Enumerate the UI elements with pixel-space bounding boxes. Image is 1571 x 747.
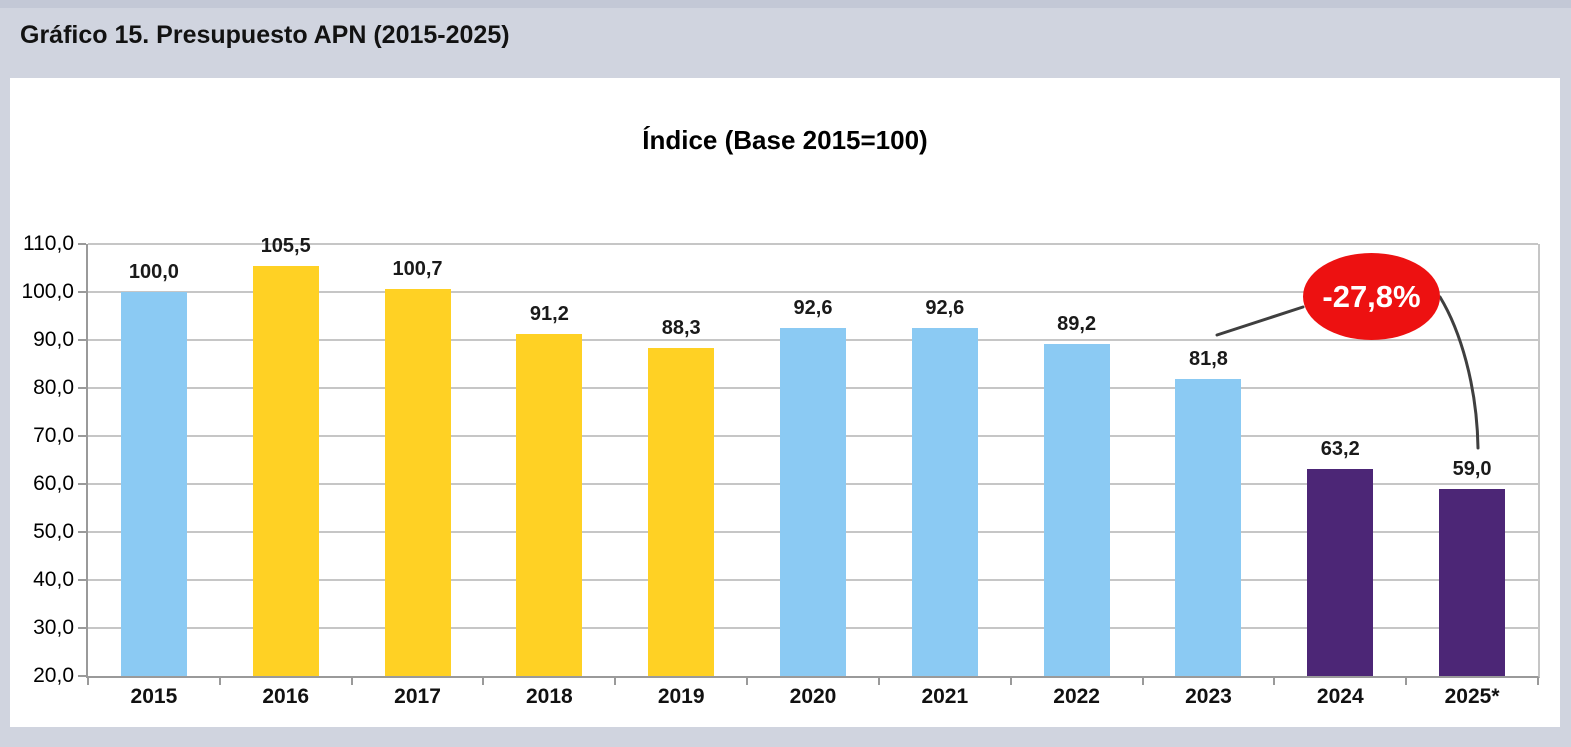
bar-2024: [1307, 468, 1374, 676]
bar-value-label: 89,2: [1057, 312, 1097, 335]
x-axis-label-2024: 2024: [1316, 685, 1364, 708]
x-axis-label-2019: 2019: [657, 685, 705, 708]
x-axis-tick-mark: [1405, 678, 1408, 685]
header-top-strip: [0, 0, 1571, 8]
x-axis-tick-mark: [614, 678, 617, 685]
bar-2016: [252, 265, 319, 676]
chart-panel: Índice (Base 2015=100) 100,0 105,5 100,7 91…: [10, 78, 1560, 727]
x-axis-label-2020: 2020: [789, 685, 837, 708]
y-axis-tick-mark: [78, 627, 86, 629]
x-axis-label-2023: 2023: [1185, 685, 1232, 708]
x-axis-tick-mark: [1273, 678, 1276, 685]
y-axis-tick-label: 80,0: [33, 376, 74, 399]
x-axis-label-2015: 2015: [130, 685, 178, 708]
y-axis-tick-label: 20,0: [33, 664, 74, 687]
bar-value-label: 81,8: [1188, 348, 1228, 371]
x-axis-label-2017: 2017: [394, 685, 441, 708]
x-axis-tick-mark: [482, 678, 485, 685]
y-axis-tick-label: 70,0: [33, 424, 74, 447]
bar-2021: [911, 327, 978, 676]
x-axis-label-2018: 2018: [526, 685, 573, 708]
x-axis-label-2016: 2016: [262, 685, 310, 708]
bar-value-label: 63,2: [1320, 437, 1360, 460]
bar-2018: [516, 334, 583, 676]
y-axis-tick-label: 60,0: [33, 472, 74, 495]
x-axis-label-2022: 2022: [1053, 685, 1100, 708]
annotation-bubble: -27,8%: [1303, 253, 1440, 340]
y-axis-tick-label: 30,0: [33, 616, 74, 639]
bar-2025*: [1439, 488, 1506, 676]
bar-2020: [780, 327, 846, 676]
y-axis-tick-mark: [78, 243, 86, 245]
bar-2023: [1175, 379, 1242, 676]
plot-area: 100,0 105,5 100,7 91,2 88,3 92,6 92,6 89,2 81,8 6…: [86, 235, 1540, 678]
y-axis-tick-mark: [78, 387, 86, 389]
x-axis-tick-mark: [87, 678, 89, 685]
bar-2019: [648, 348, 715, 676]
y-axis-tick-label: 40,0: [33, 568, 74, 591]
y-axis-tick-mark: [78, 435, 86, 437]
annotation-label: -27,8%: [1322, 278, 1421, 314]
y-axis-tick-label: 90,0: [33, 328, 74, 351]
x-axis-label-2025*: 2025*: [1444, 685, 1500, 708]
bar-2022: [1043, 343, 1110, 676]
bar-value-label: 88,3: [661, 317, 701, 340]
gridline-100: [88, 291, 1538, 293]
x-axis-tick-mark: [1537, 678, 1539, 685]
y-axis-tick-mark: [78, 579, 86, 581]
y-axis-tick-mark: [78, 483, 86, 485]
x-axis-tick-mark: [218, 678, 221, 685]
x-axis-tick-mark: [350, 678, 353, 685]
x-axis-tick-mark: [1009, 678, 1012, 685]
y-axis-tick-mark: [78, 675, 86, 677]
bar-value-label: 91,2: [529, 303, 569, 326]
x-axis-label-2021: 2021: [921, 685, 969, 708]
x-axis-tick-mark: [746, 678, 749, 685]
y-axis-tick-label: 100,0: [21, 280, 74, 303]
y-axis-tick-mark: [78, 339, 86, 341]
chart-figure-title: Gráfico 15. Presupuesto APN (2015-2025): [20, 21, 510, 49]
y-axis-tick-mark: [78, 291, 86, 293]
bar-value-label: 59,0: [1452, 457, 1492, 480]
y-axis-tick-label: 50,0: [33, 520, 74, 543]
x-axis-tick-mark: [1141, 678, 1144, 685]
chart-subtitle: Índice (Base 2015=100): [642, 125, 928, 155]
y-axis-tick-mark: [78, 531, 86, 533]
bar-value-label: 105,5: [260, 234, 311, 257]
bar-2015: [120, 292, 187, 676]
bar-value-label: 92,6: [793, 296, 833, 319]
bar-value-label: 92,6: [925, 296, 965, 319]
x-axis-tick-mark: [877, 678, 880, 685]
y-axis-tick-label: 110,0: [23, 232, 74, 255]
gridline-110: [88, 243, 1538, 245]
bar-2017: [384, 288, 451, 676]
bar-value-label: 100,7: [392, 257, 443, 280]
bar-value-label: 100,0: [128, 261, 179, 283]
